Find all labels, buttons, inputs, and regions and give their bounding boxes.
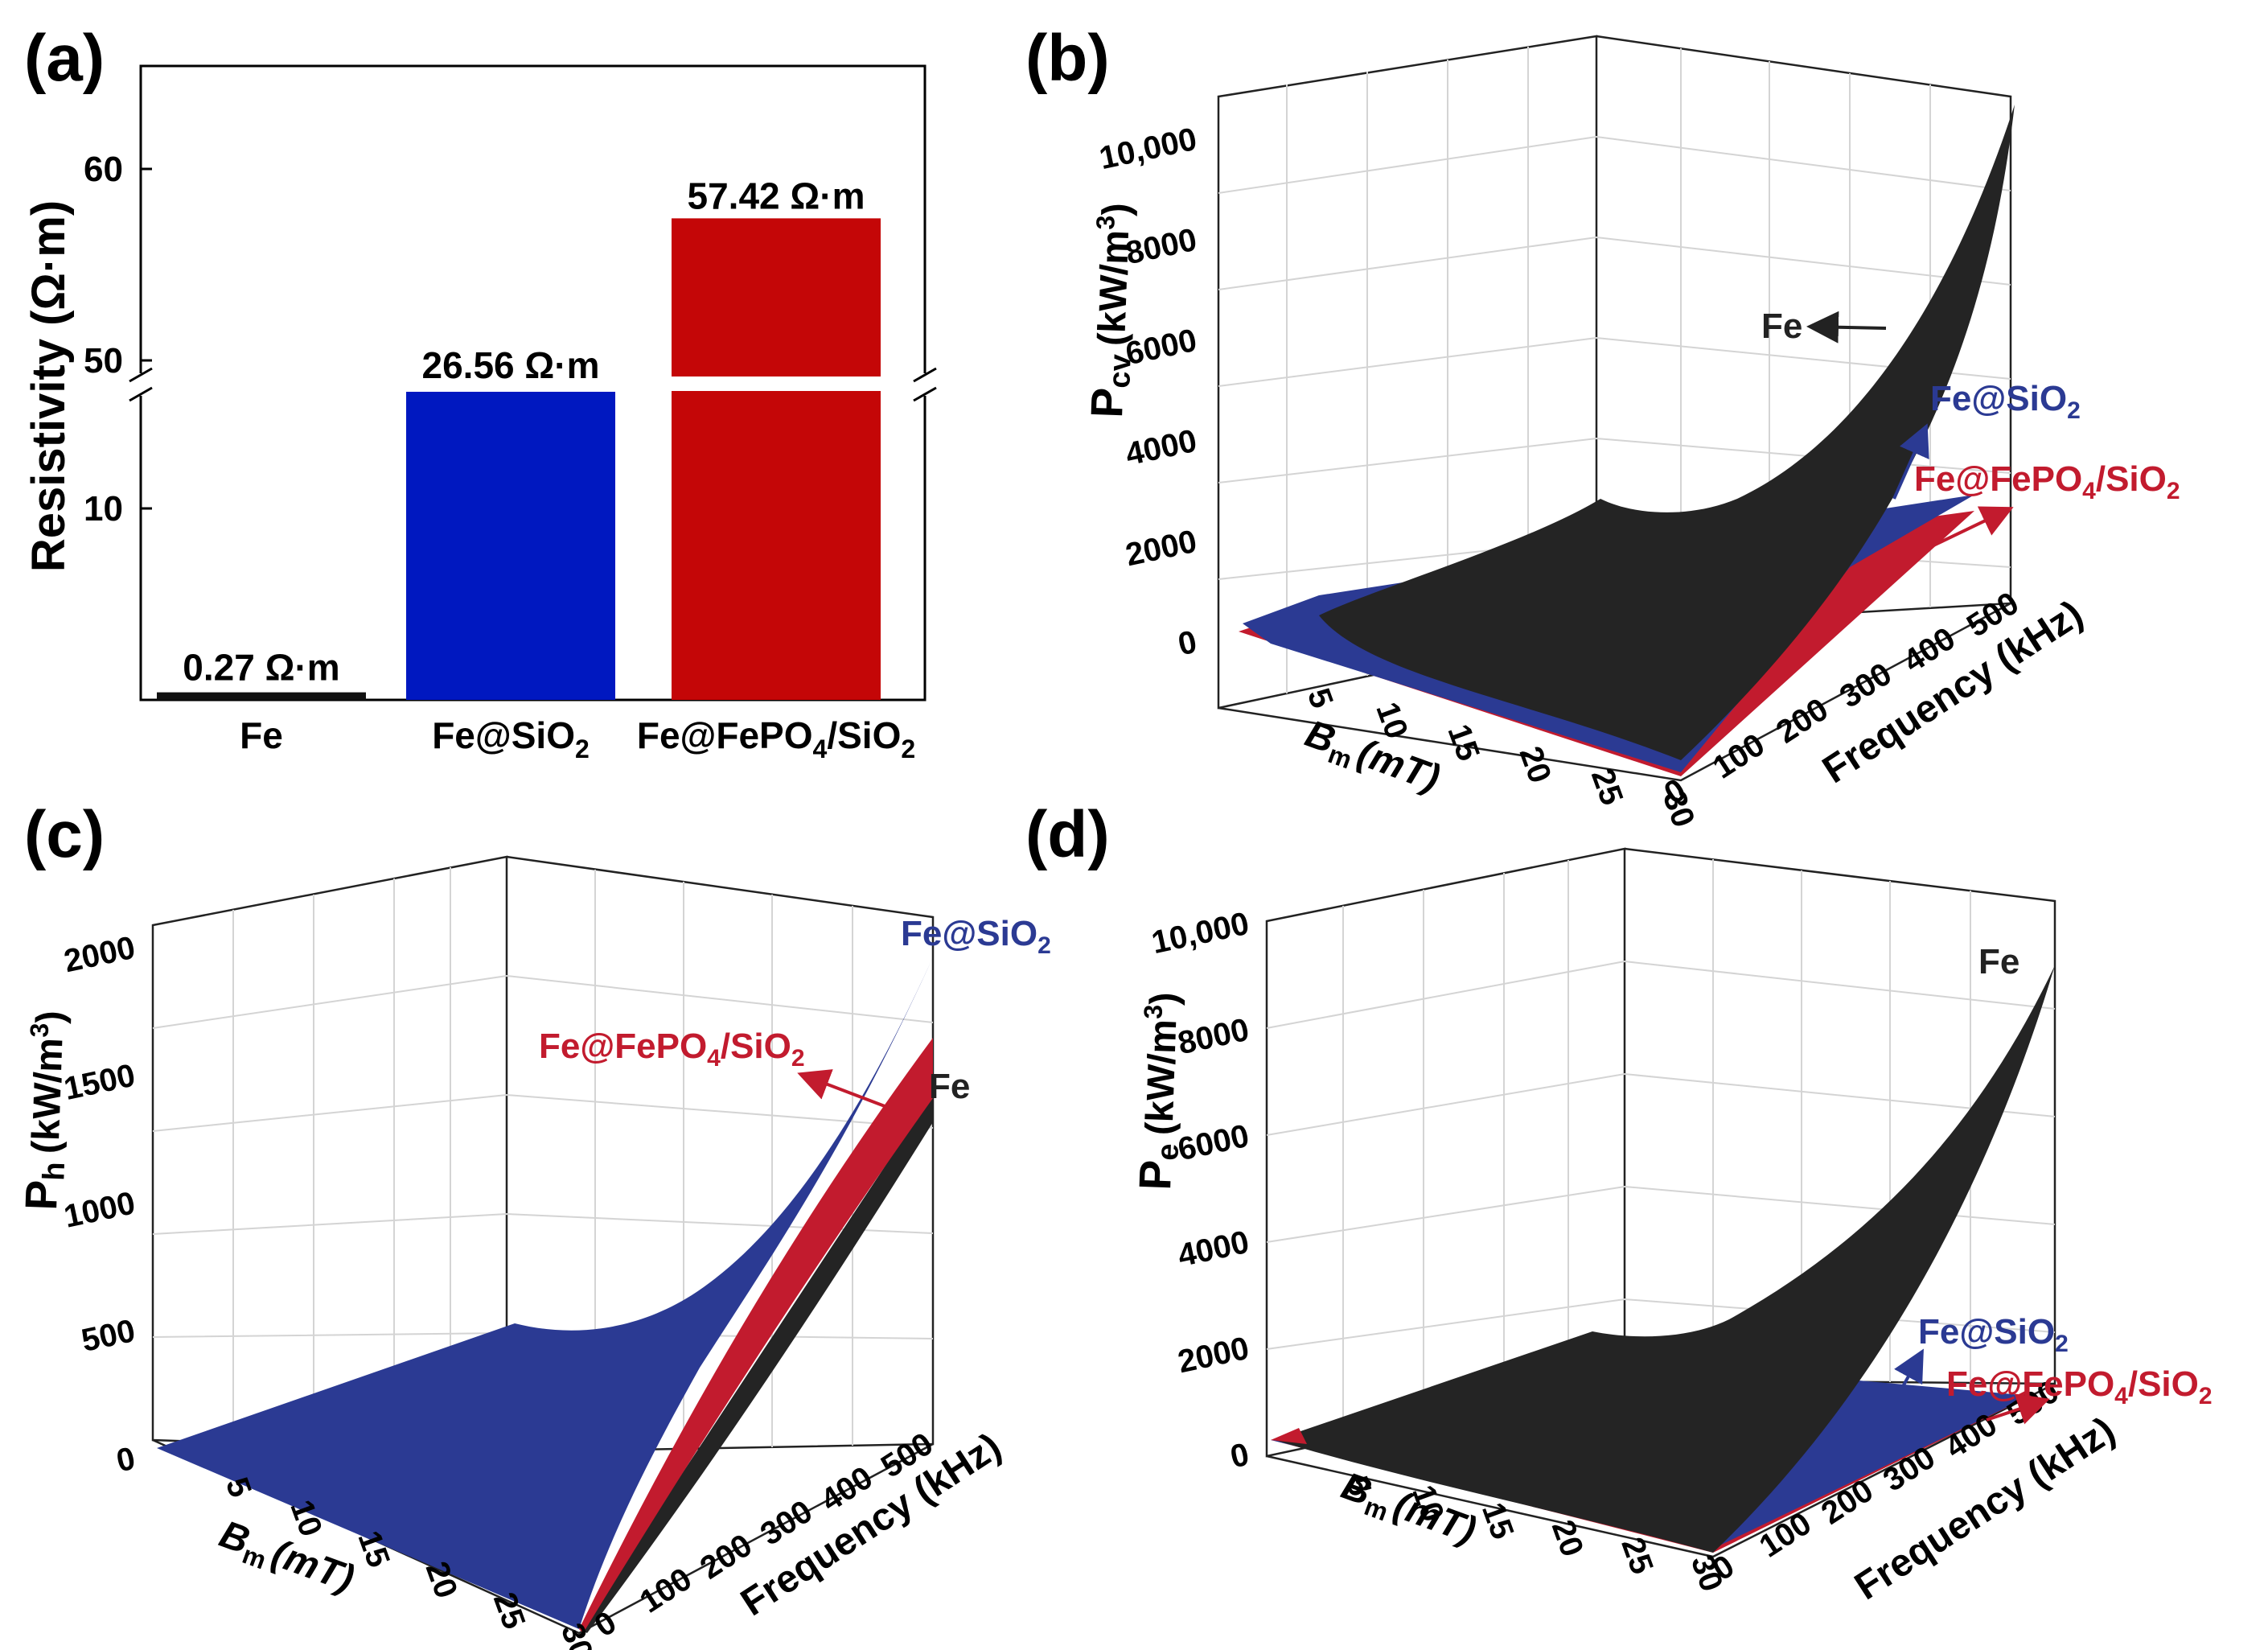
z-tick-label: 2000 bbox=[1123, 524, 1200, 574]
d-surfaces bbox=[1271, 965, 2055, 1553]
z-tick-label: 1000 bbox=[61, 1185, 138, 1235]
a-bar-fe bbox=[157, 692, 366, 700]
x-tick-label: 5 bbox=[219, 1473, 258, 1502]
a-value-label: 0.27 Ω·m bbox=[183, 647, 339, 689]
panel-label-a: (a) bbox=[24, 22, 105, 95]
a-break-mark bbox=[913, 386, 937, 402]
d-annotations: Fe Fe@SiO2 Fe@FePO4/SiO2 bbox=[1894, 942, 2213, 1425]
z-tick-label: 6000 bbox=[1175, 1118, 1252, 1168]
z-tick-label: 1500 bbox=[61, 1058, 138, 1108]
panel-label-d: (d) bbox=[1025, 798, 1110, 871]
d-ann-fe: Fe bbox=[1978, 942, 2019, 981]
z-tick-label: 10,000 bbox=[1096, 121, 1200, 176]
y-tick-label: 300 bbox=[1834, 656, 1898, 714]
b-frame bbox=[1217, 35, 2012, 782]
a-category-label: Fe bbox=[240, 714, 283, 756]
c-surface-fe bbox=[579, 1094, 933, 1633]
a-ylabel: Resistivity (Ω·m) bbox=[23, 200, 75, 572]
a-category-label: Fe@FePO4/SiO2 bbox=[637, 714, 915, 763]
y-tick-label: 200 bbox=[1770, 691, 1835, 750]
a-break-mark bbox=[129, 386, 153, 402]
z-tick-label: 2000 bbox=[61, 930, 138, 980]
c-surface-sio2 bbox=[157, 957, 933, 1629]
c-ann-fepo: Fe@FePO4/SiO2 bbox=[539, 1027, 805, 1072]
a-ticks: 10 50 60 bbox=[84, 150, 152, 529]
b-zlabel: Pcv(kW/m3) bbox=[1081, 202, 1143, 419]
z-tick-label: 4000 bbox=[1123, 423, 1200, 473]
z-tick-label: 0 bbox=[1175, 624, 1200, 663]
a-bars: 0.27 Ω·m 26.56 Ω·m 57.42 Ω·m bbox=[157, 175, 881, 700]
y-tick-label: 200 bbox=[694, 1527, 758, 1586]
b-surface-fe bbox=[1319, 105, 2015, 760]
z-tick-label: 0 bbox=[113, 1441, 138, 1479]
b-surfaces bbox=[1239, 105, 2015, 776]
panel-c: (c) 050010001500200051015202530010020030… bbox=[15, 798, 1051, 1650]
c-surfaces bbox=[157, 957, 933, 1633]
z-tick-label: 10,000 bbox=[1148, 906, 1252, 961]
c-xlabel: Bm(mT) bbox=[212, 1513, 360, 1606]
a-value-label: 26.56 Ω·m bbox=[422, 344, 600, 386]
a-break-mark bbox=[913, 367, 937, 383]
z-tick-label: 0 bbox=[1227, 1437, 1252, 1475]
z-tick-label: 2000 bbox=[1175, 1331, 1252, 1380]
a-bar-sio2 bbox=[406, 392, 615, 700]
a-bar-fepo-upper bbox=[672, 218, 881, 376]
a-category-label: Fe@SiO2 bbox=[432, 714, 590, 763]
d-zlabel: Pe(kW/m3) bbox=[1129, 991, 1191, 1191]
z-tick-label: 4000 bbox=[1175, 1224, 1252, 1274]
d-surface-fepo-tip bbox=[1271, 1428, 1307, 1444]
b-ann-sio2: Fe@SiO2 bbox=[1930, 379, 2081, 424]
b-ann-fepo: Fe@FePO4/SiO2 bbox=[1914, 459, 2180, 504]
z-tick-label: 500 bbox=[78, 1313, 138, 1359]
d-ann-sio2: Fe@SiO2 bbox=[1918, 1312, 2069, 1357]
c-surface-fepo bbox=[579, 1038, 933, 1633]
x-tick-label: 5 bbox=[1300, 684, 1340, 713]
x-tick-label: 25 bbox=[1614, 1533, 1660, 1578]
c-ann-sio2: Fe@SiO2 bbox=[901, 914, 1051, 959]
panel-a: (a) Resistivity (Ω·m) 0.27 Ω·m 26.56 Ω·m 5… bbox=[23, 22, 937, 763]
c-ann-fe: Fe bbox=[929, 1067, 970, 1106]
b-xlabel: Bm(mT) bbox=[1298, 713, 1445, 805]
a-frame-upper bbox=[139, 64, 927, 373]
x-tick-label: 20 bbox=[1545, 1516, 1591, 1562]
b-ann-fe: Fe bbox=[1761, 307, 1802, 346]
a-tick-label: 60 bbox=[84, 150, 123, 189]
c-zlabel: Ph(kW/m3) bbox=[15, 1010, 77, 1212]
a-tick-label: 50 bbox=[84, 341, 123, 381]
a-categories: Fe Fe@SiO2 Fe@FePO4/SiO2 bbox=[240, 714, 915, 763]
a-break-mark bbox=[129, 367, 153, 383]
panel-label-b: (b) bbox=[1025, 22, 1110, 95]
x-tick-label: 15 bbox=[1440, 720, 1486, 766]
a-value-label: 57.42 Ω·m bbox=[688, 175, 865, 216]
a-bar-fepo-lower bbox=[672, 391, 881, 700]
panel-label-c: (c) bbox=[24, 798, 105, 871]
c-annotations: Fe@SiO2 Fe@FePO4/SiO2 Fe bbox=[539, 914, 1051, 1108]
d-surface-fe bbox=[1275, 965, 2055, 1553]
a-tick-label: 10 bbox=[84, 489, 123, 529]
b-annotations: Fe Fe@SiO2 Fe@FePO4/SiO2 bbox=[1761, 307, 2180, 549]
x-tick-label: 20 bbox=[1513, 742, 1559, 788]
y-tick-label: 100 bbox=[634, 1561, 698, 1619]
z-tick-label: 8000 bbox=[1175, 1012, 1252, 1062]
d-ann-fepo: Fe@FePO4/SiO2 bbox=[1946, 1364, 2213, 1409]
